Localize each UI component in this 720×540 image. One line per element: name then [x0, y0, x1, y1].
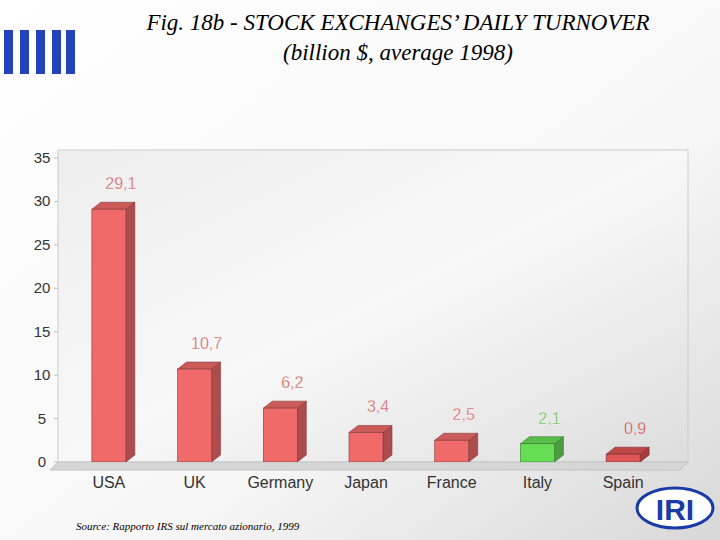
bar-side [297, 401, 306, 462]
subtitle: (billion $, average 1998) [283, 40, 513, 65]
x-tick-label: UK [183, 474, 206, 491]
data-label: 2,5 [453, 406, 475, 423]
y-tick-label: 30 [34, 192, 51, 209]
y-tick [54, 462, 58, 463]
header-decoration [4, 30, 13, 74]
header-decoration [66, 30, 75, 74]
y-tick-label: 25 [34, 236, 51, 253]
bar [178, 369, 212, 462]
bars [92, 202, 649, 462]
header-decoration [36, 30, 45, 74]
y-tick [54, 244, 58, 245]
y-tick-label: 20 [34, 279, 51, 296]
bar-top [435, 433, 478, 440]
y-tick-label: 10 [34, 366, 51, 383]
logo-frame [637, 488, 713, 528]
bar-top [178, 362, 221, 369]
background [0, 0, 720, 540]
y-tick-label: 0 [38, 453, 46, 470]
y-tick [54, 331, 58, 332]
y-tick [54, 158, 58, 159]
plot-panel [58, 150, 688, 462]
data-label: 29,1 [105, 175, 136, 192]
bar-top [606, 447, 649, 454]
data-label: 10,7 [191, 335, 222, 352]
bar-top [520, 437, 563, 444]
bar [520, 444, 554, 462]
x-tick-label: Italy [523, 474, 552, 491]
bar-top [263, 401, 306, 408]
header-decoration [52, 30, 61, 74]
y-tick-label: 15 [34, 323, 51, 340]
source: Source: Rapporto IRS sul mercato azionar… [76, 520, 300, 532]
title: Fig. 18b - STOCK EXCHANGES’ DAILY TURNOV… [145, 10, 649, 35]
x-tick-label: Spain [603, 474, 644, 491]
bar-top [92, 202, 135, 209]
y-tick [54, 375, 58, 376]
y-tick [54, 201, 58, 202]
bar-side [212, 362, 221, 462]
x-tick-label: USA [92, 474, 125, 491]
data-label: 6,2 [281, 374, 303, 391]
bar-side [126, 202, 135, 462]
bar [606, 454, 640, 462]
bar-top [349, 425, 392, 432]
y-tick-label: 35 [34, 149, 51, 166]
chart-root: Fig. 18b - STOCK EXCHANGES’ DAILY TURNOV… [0, 0, 720, 540]
logo: IRI [656, 493, 694, 526]
data-label: 2,1 [538, 410, 560, 427]
data-label: 0,9 [624, 420, 646, 437]
bar [92, 209, 126, 462]
bar [349, 432, 383, 462]
y-tick [54, 418, 58, 419]
plot-floor [50, 462, 688, 470]
x-tick-label: France [427, 474, 477, 491]
x-tick-label: Japan [344, 474, 388, 491]
x-tick-label: Germany [247, 474, 313, 491]
bar [435, 440, 469, 462]
bar [263, 408, 297, 462]
data-label: 3,4 [367, 398, 389, 415]
y-tick [54, 288, 58, 289]
y-tick-label: 5 [38, 410, 46, 427]
header-decoration [20, 30, 29, 74]
